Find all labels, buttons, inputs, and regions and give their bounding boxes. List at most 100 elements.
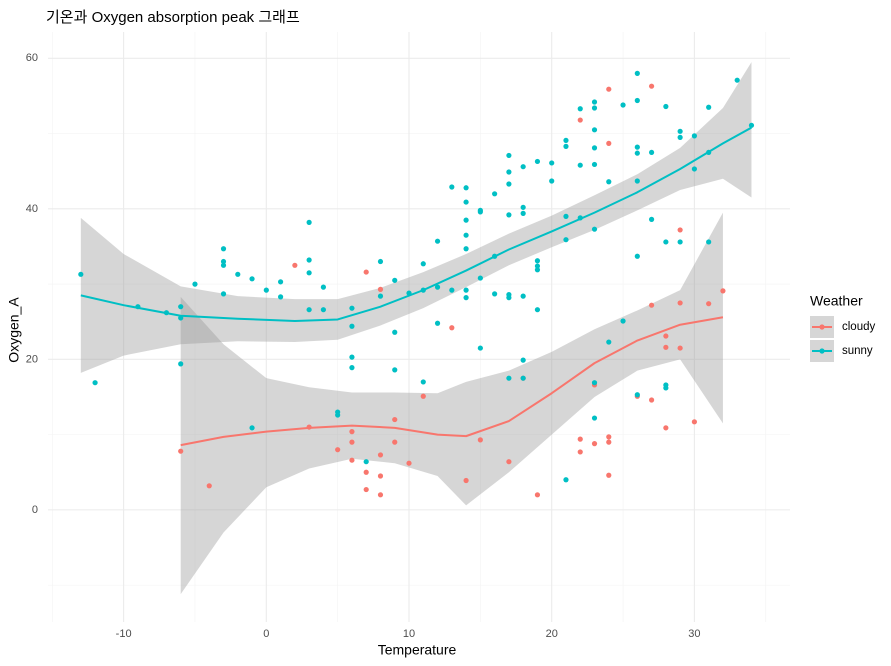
point [506,375,512,381]
point [563,137,569,143]
point [192,281,198,287]
point [306,219,312,225]
point [634,144,640,150]
point [648,397,655,403]
point [648,216,655,222]
point [492,291,498,297]
point [434,320,441,326]
point [463,199,469,205]
legend-point [819,324,825,330]
point [706,104,712,110]
legend-label: sunny [842,345,873,357]
point [648,302,655,308]
point [477,209,483,215]
point [377,286,384,292]
point [534,492,541,498]
point [377,452,384,458]
y-axis-title: Oxygen_A [6,297,22,363]
x-tick-label: -10 [116,628,132,640]
point [606,434,612,440]
point [677,239,683,245]
point [92,380,98,386]
point [577,106,583,112]
point [520,204,526,210]
point [677,300,683,306]
point [534,307,541,313]
point [534,267,541,273]
point [591,226,598,232]
point [406,460,412,466]
x-tick-label: 0 [263,628,269,640]
point [520,375,526,381]
confidence-band [180,212,723,595]
x-tick-label: 30 [688,628,700,640]
point [377,258,384,265]
point [349,354,355,360]
point [691,133,697,139]
point [420,379,426,385]
point [648,83,655,89]
point [277,279,284,285]
point [577,117,583,123]
x-tick-label: 20 [546,628,558,640]
point [591,415,598,421]
point [534,158,541,165]
point [335,412,341,418]
point [591,99,598,105]
point [663,344,669,350]
point [606,86,612,92]
point [377,473,384,479]
point [434,238,441,244]
point [606,472,612,478]
point [78,271,84,277]
point [306,307,312,313]
point [563,477,569,483]
point [506,212,512,218]
point [591,145,598,151]
point [563,143,569,149]
point [634,97,640,104]
point [220,246,227,252]
point [663,239,669,245]
point [677,134,683,140]
point [349,439,355,445]
point [178,304,184,310]
point [463,185,469,191]
point [377,293,384,299]
y-tick-label: 60 [26,52,38,64]
point [520,293,526,299]
point [363,486,369,493]
point [349,323,355,329]
point [463,295,469,301]
point [606,339,612,345]
point [249,425,255,431]
point [463,217,469,223]
point [648,149,655,156]
confidence-band [80,62,752,373]
y-tick-label: 40 [26,203,38,215]
point [477,275,483,281]
point [363,469,369,475]
point [620,102,626,108]
point [363,269,369,275]
point [706,301,712,307]
point [463,287,469,293]
point [506,152,512,159]
point [520,357,526,363]
point [449,325,455,331]
point [392,367,398,373]
legend-title: Weather [810,293,863,309]
point [320,307,326,313]
point [534,263,541,269]
point [691,419,697,425]
point [677,227,683,233]
point [292,262,298,268]
point [706,239,712,245]
point [577,449,583,455]
point [449,184,455,190]
point [449,287,455,293]
x-tick-label: 10 [403,628,415,640]
point [534,258,541,264]
point [634,178,640,184]
